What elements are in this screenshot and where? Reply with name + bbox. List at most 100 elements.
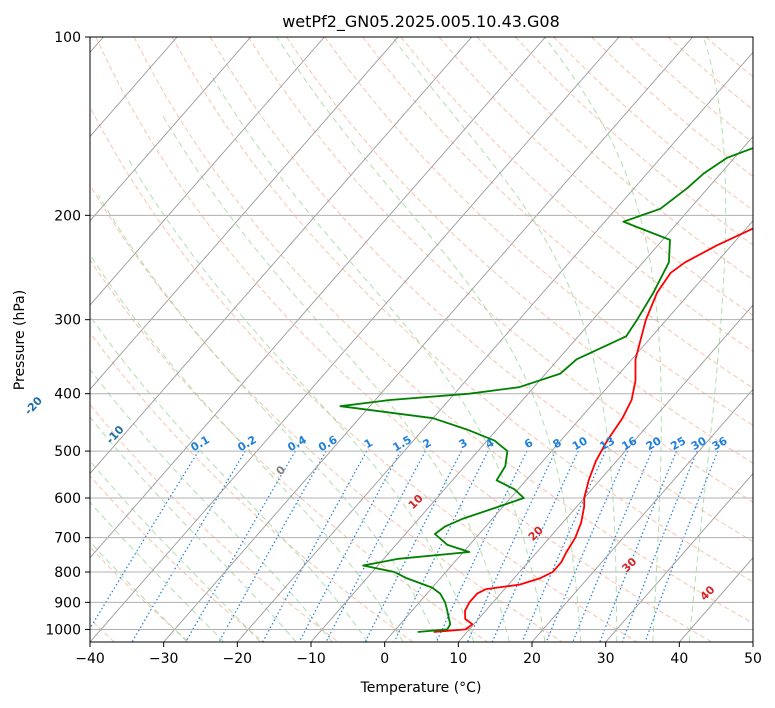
moist-adiabat-line	[90, 501, 225, 642]
dry-adiabat-line	[90, 403, 339, 642]
dry-adiabat-line	[209, 37, 753, 543]
dry-adiabat-line	[438, 37, 753, 316]
moist-adiabats	[90, 37, 727, 642]
y-tick-label: 1000	[45, 622, 81, 638]
dry-adiabat-line	[133, 37, 753, 624]
dry-adiabat-line	[95, 37, 712, 642]
x-tick-label: 20	[523, 651, 541, 667]
dry-adiabat-line	[553, 37, 753, 212]
mixing-ratio-line	[185, 450, 296, 642]
profile-series	[339, 147, 753, 633]
mixing-ratio-label: 10	[570, 434, 590, 453]
mixing-ratio-line	[572, 450, 653, 642]
x-tick-label: −10	[296, 651, 326, 667]
x-tick-label: 30	[597, 651, 615, 667]
mixing-ratio-line	[393, 450, 489, 642]
mixing-ratio-line	[90, 450, 200, 630]
mixing-ratio-line	[435, 450, 528, 642]
dry-adiabat-line	[90, 546, 190, 642]
moist-adiabat-line	[391, 37, 618, 642]
moist-adiabat-label: 40	[698, 583, 718, 603]
mixing-ratio-line	[644, 450, 719, 642]
isotherm-line	[236, 51, 753, 642]
moist-adiabat-label: 10	[406, 492, 426, 512]
dewpoint-line	[339, 147, 753, 633]
y-tick-label: 800	[54, 565, 81, 581]
mixing-ratio-line	[298, 450, 402, 642]
dry-adiabat-line	[286, 37, 753, 464]
mixing-ratio-label: 1	[362, 436, 375, 451]
isotherm-line	[163, 37, 694, 642]
moist-adiabat-line	[98, 195, 439, 642]
y-tick-label: 600	[54, 491, 81, 507]
mixing-ratio-line	[491, 450, 579, 642]
chart-title: wetPf2_GN05.2025.005.10.43.G08	[282, 12, 560, 32]
moist-adiabat-line	[209, 72, 546, 642]
mixing-ratio-line	[325, 450, 426, 642]
mixing-ratio-line	[466, 450, 557, 642]
x-tick-label: −40	[75, 651, 105, 667]
dry-adiabat-label: -20	[22, 394, 45, 418]
dry-adiabat-line	[705, 37, 753, 78]
moist-adiabat-line	[161, 113, 510, 642]
dry-adiabat-label: -10	[104, 423, 127, 447]
moist-adiabat-line	[90, 368, 333, 642]
mixing-ratio-line	[262, 450, 368, 642]
mixing-ratio-label: 4	[483, 436, 496, 451]
isotherm-line	[90, 37, 325, 306]
moist-adiabat-line	[543, 37, 662, 642]
moist-adiabat-line	[90, 416, 297, 642]
isotherm-lines	[90, 37, 753, 642]
mixing-ratio-line	[364, 450, 463, 642]
y-tick-label: 200	[54, 208, 81, 224]
y-tick-label: 500	[54, 444, 81, 460]
dry-adiabat-line	[90, 258, 488, 642]
isotherm-line	[310, 135, 753, 642]
mixing-ratio-label: 8	[551, 436, 564, 451]
mixing-ratio-label: 36	[710, 434, 730, 453]
x-axis: −40 −30 −20 −10 0 10 20 30 40 50	[75, 642, 762, 667]
x-tick-label: −20	[223, 651, 253, 667]
isotherm-line	[678, 557, 753, 642]
moist-adiabat-label: 0	[274, 463, 289, 478]
moist-adiabat-line	[90, 253, 404, 642]
isotherm-line	[90, 37, 399, 390]
x-tick-label: 40	[670, 651, 688, 667]
dry-adiabats	[90, 37, 753, 642]
dry-adiabat-line	[90, 331, 414, 642]
dry-adiabat-line	[400, 37, 753, 353]
dry-adiabat-line	[362, 37, 753, 389]
dry-adiabat-line	[90, 475, 264, 642]
y-axis-title: Pressure (hPa)	[12, 290, 28, 390]
mixing-ratio-label: 30	[689, 434, 709, 453]
isotherm-line	[90, 37, 620, 642]
y-tick-label: 400	[54, 387, 81, 403]
y-tick-label: 100	[54, 30, 81, 46]
y-axis: 100 200 300 400 500 600 700 800 900 1000	[45, 30, 90, 638]
isotherm-line	[605, 472, 753, 642]
y-tick-label: 300	[54, 313, 81, 329]
mixing-ratio-label: 6	[522, 436, 535, 451]
moist-adiabat-label: 20	[526, 523, 546, 543]
mixing-ratio-line	[218, 450, 327, 642]
plot-frame	[89, 36, 754, 643]
isotherm-line	[752, 641, 753, 642]
mixing-ratio-label: 3	[457, 436, 470, 451]
dry-adiabat-line	[247, 37, 753, 503]
x-tick-label: −30	[149, 651, 179, 667]
moist-adiabat-line	[688, 37, 727, 642]
isotherm-line	[457, 304, 753, 642]
mixing-ratio-line	[621, 450, 698, 642]
isotherm-line	[384, 220, 753, 642]
y-tick-label: 700	[54, 531, 81, 547]
x-axis-title: Temperature (°C)	[360, 680, 482, 696]
moist-adiabat-line	[90, 541, 188, 642]
x-tick-label: 10	[449, 651, 467, 667]
temperature-line	[433, 227, 753, 633]
isotherm-line	[90, 37, 546, 559]
moist-adiabat-line	[276, 37, 582, 642]
mixing-ratio-lines	[90, 450, 719, 642]
dry-adiabat-line	[171, 37, 753, 583]
moist-adiabat-line	[90, 315, 369, 642]
